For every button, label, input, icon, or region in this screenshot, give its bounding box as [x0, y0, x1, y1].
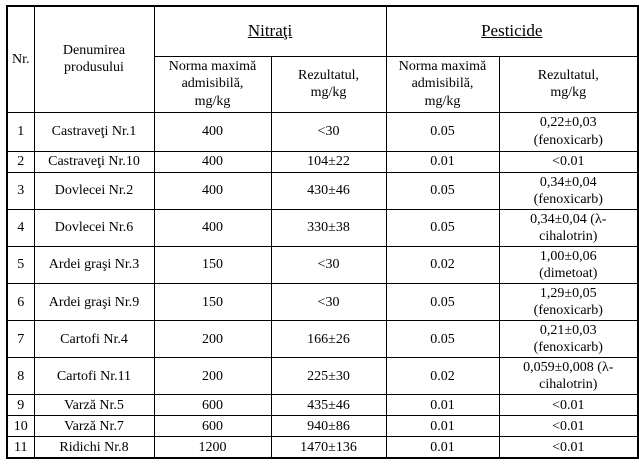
- row-pesticide-rezultat: <0.01: [498, 394, 639, 417]
- row-pesticide-norma: 0.05: [385, 208, 500, 247]
- row-pesticide-norma: 0.05: [385, 111, 500, 152]
- table-row: 9 Varză Nr.5 600 435±46 0.01 <0.01: [6, 394, 639, 417]
- group-header-pesticide: Pesticide: [385, 5, 639, 57]
- row-nitrati-norma: 1200: [153, 436, 272, 459]
- row-pesticide-rezultat: <0.01: [498, 150, 639, 173]
- row-nitrati-norma: 600: [153, 415, 272, 438]
- row-nitrati-rezultat: <30: [270, 111, 387, 152]
- table-row: 1 Castraveţi Nr.1 400 <30 0.05 0,22±0,03…: [6, 111, 639, 152]
- row-nr: 8: [6, 357, 35, 396]
- table-row: 5 Ardei graşi Nr.3 150 <30 0.02 1,00±0,0…: [6, 245, 639, 284]
- row-pesticide-norma: 0.05: [385, 282, 500, 322]
- row-product: Varză Nr.5: [33, 394, 155, 417]
- row-pesticide-norma: 0.02: [385, 245, 500, 284]
- table-row: 3 Dovlecei Nr.2 400 430±46 0.05 0,34±0,0…: [6, 171, 639, 210]
- row-nr: 7: [6, 320, 35, 359]
- row-nr: 6: [6, 282, 35, 322]
- row-product: Ardei graşi Nr.3: [33, 245, 155, 284]
- row-nitrati-norma: 400: [153, 111, 272, 152]
- row-product: Cartofi Nr.11: [33, 357, 155, 396]
- col-header-nitrati-rezultat: Rezultatul, mg/kg: [270, 55, 387, 113]
- row-product: Cartofi Nr.4: [33, 320, 155, 359]
- row-product: Castraveţi Nr.1: [33, 111, 155, 152]
- table-row: 7 Cartofi Nr.4 200 166±26 0.05 0,21±0,03…: [6, 320, 639, 359]
- col-header-pesticide-rezultat: Rezultatul, mg/kg: [498, 55, 639, 113]
- row-pesticide-norma: 0.01: [385, 415, 500, 438]
- row-pesticide-rezultat: 0,21±0,03 (fenoxicarb): [498, 320, 639, 359]
- row-nr: 1: [6, 111, 35, 152]
- row-product: Castraveţi Nr.10: [33, 150, 155, 173]
- row-pesticide-norma: 0.02: [385, 357, 500, 396]
- row-nitrati-norma: 150: [153, 282, 272, 322]
- row-nitrati-norma: 150: [153, 245, 272, 284]
- row-nr: 9: [6, 394, 35, 417]
- row-nitrati-norma: 400: [153, 171, 272, 210]
- col-header-nitrati-norma: Norma maximă admisibilă, mg/kg: [153, 55, 272, 113]
- row-nitrati-rezultat: 330±38: [270, 208, 387, 247]
- row-nr: 5: [6, 245, 35, 284]
- lab-results-table: Nr. Denumirea produsului Nitraţi Pestici…: [6, 5, 639, 459]
- row-nitrati-rezultat: 104±22: [270, 150, 387, 173]
- row-pesticide-rezultat: <0.01: [498, 436, 639, 459]
- row-nr: 3: [6, 171, 35, 210]
- row-nr: 2: [6, 150, 35, 173]
- row-product: Ridichi Nr.8: [33, 436, 155, 459]
- row-pesticide-norma: 0.01: [385, 436, 500, 459]
- row-nitrati-rezultat: 166±26: [270, 320, 387, 359]
- row-pesticide-norma: 0.01: [385, 394, 500, 417]
- header-row-groups: Nr. Denumirea produsului Nitraţi Pestici…: [6, 5, 639, 113]
- col-header-product: Denumirea produsului: [33, 5, 155, 113]
- group-header-nitrati: Nitraţi: [153, 5, 387, 57]
- row-nr: 11: [6, 436, 35, 459]
- row-nr: 10: [6, 415, 35, 438]
- row-nitrati-norma: 200: [153, 357, 272, 396]
- row-nitrati-rezultat: 430±46: [270, 171, 387, 210]
- table-row: 11 Ridichi Nr.8 1200 1470±136 0.01 <0.01: [6, 436, 639, 459]
- row-pesticide-norma: 0.05: [385, 320, 500, 359]
- row-product: Ardei graşi Nr.9: [33, 282, 155, 322]
- row-product: Dovlecei Nr.2: [33, 171, 155, 210]
- col-header-pesticide-norma: Norma maximă admisibilă, mg/kg: [385, 55, 500, 113]
- row-nr: 4: [6, 208, 35, 247]
- table-row: 4 Dovlecei Nr.6 400 330±38 0.05 0,34±0,0…: [6, 208, 639, 247]
- header-row-sub: Norma maximă admisibilă, mg/kg Rezultatu…: [7, 55, 639, 113]
- row-pesticide-rezultat: 0,34±0,04 (fenoxicarb): [498, 171, 639, 210]
- row-nitrati-norma: 600: [153, 394, 272, 417]
- table-row: 6 Ardei graşi Nr.9 150 <30 0.05 1,29±0,0…: [6, 282, 639, 322]
- row-pesticide-rezultat: 0,059±0,008 (λ- cihalotrin): [498, 357, 639, 396]
- col-header-nr: Nr.: [6, 5, 35, 113]
- table-row: 8 Cartofi Nr.11 200 225±30 0.02 0,059±0,…: [6, 357, 639, 396]
- row-nitrati-rezultat: 225±30: [270, 357, 387, 396]
- row-pesticide-rezultat: <0.01: [498, 415, 639, 438]
- row-pesticide-rezultat: 0,34±0,04 (λ- cihalotrin): [498, 208, 639, 247]
- row-pesticide-rezultat: 1,29±0,05 (fenoxicarb): [498, 282, 639, 322]
- row-nitrati-norma: 400: [153, 150, 272, 173]
- row-pesticide-rezultat: 0,22±0,03 (fenoxicarb): [498, 111, 639, 152]
- row-nitrati-norma: 200: [153, 320, 272, 359]
- table-row: 10 Varză Nr.7 600 940±86 0.01 <0.01: [6, 415, 639, 438]
- row-nitrati-rezultat: 435±46: [270, 394, 387, 417]
- row-product: Varză Nr.7: [33, 415, 155, 438]
- table-row: 2 Castraveţi Nr.10 400 104±22 0.01 <0.01: [6, 150, 639, 173]
- row-nitrati-rezultat: <30: [270, 282, 387, 322]
- row-nitrati-norma: 400: [153, 208, 272, 247]
- row-pesticide-norma: 0.05: [385, 171, 500, 210]
- row-nitrati-rezultat: 1470±136: [270, 436, 387, 459]
- row-product: Dovlecei Nr.6: [33, 208, 155, 247]
- row-nitrati-rezultat: <30: [270, 245, 387, 284]
- row-nitrati-rezultat: 940±86: [270, 415, 387, 438]
- row-pesticide-norma: 0.01: [385, 150, 500, 173]
- row-pesticide-rezultat: 1,00±0,06 (dimetoat): [498, 245, 639, 284]
